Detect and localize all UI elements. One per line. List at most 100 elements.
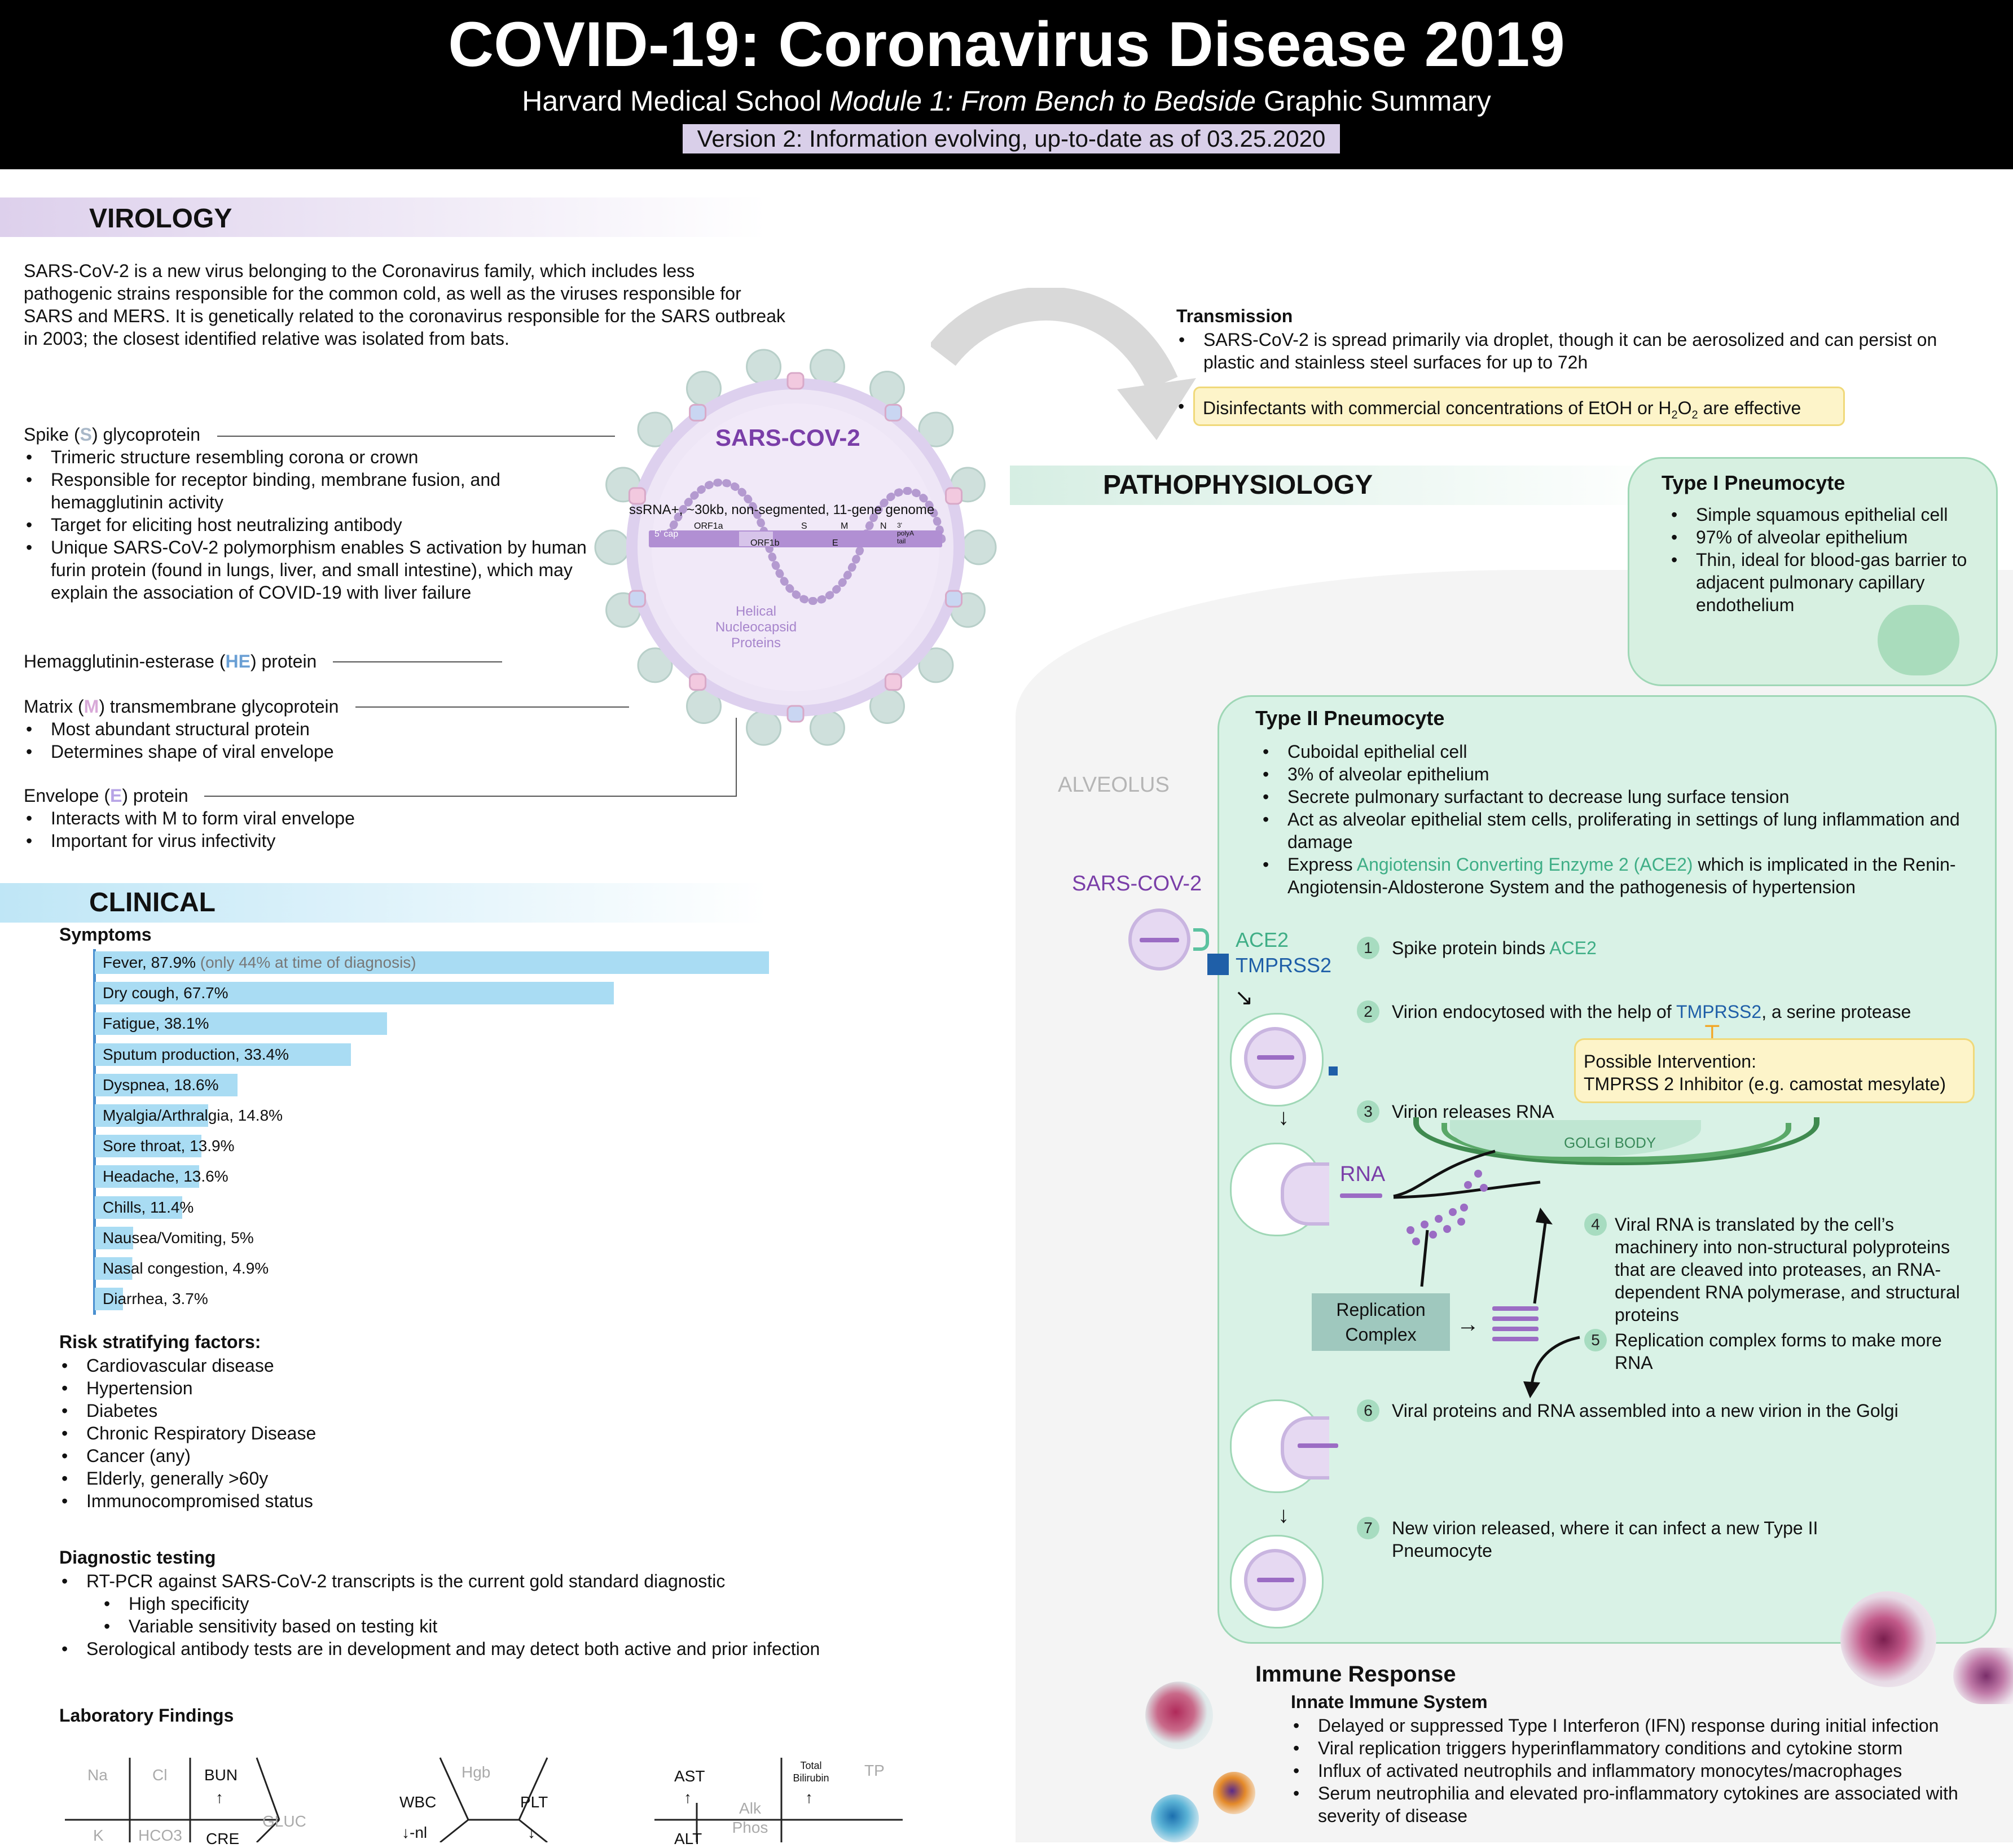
step-text-5: Replication complex forms to make more R… bbox=[1615, 1330, 1942, 1373]
replication-arrow bbox=[1523, 1336, 1580, 1398]
diagnostic-text: RT-PCR against SARS-CoV-2 transcripts is… bbox=[86, 1571, 726, 1591]
endocytosed-virion-rna bbox=[1257, 1055, 1294, 1060]
lab-bun-arrow: ↑ bbox=[216, 1789, 223, 1806]
immune-bullet-text: Delayed or suppressed Type I Interferon … bbox=[1318, 1715, 1939, 1736]
spike-bullet-text: Unique SARS-CoV-2 polymorphism enables S… bbox=[51, 537, 587, 603]
symptom-bar-note: (only 44% at time of diagnosis) bbox=[195, 954, 416, 971]
spike-protein bbox=[637, 411, 673, 447]
translation-arrows bbox=[1393, 1149, 1541, 1287]
diagnostic-list-2: Serological antibody tests are in develo… bbox=[59, 1638, 933, 1660]
lab-wbc: WBC bbox=[399, 1793, 437, 1811]
symptom-bar-label: Chills, 11.4% bbox=[103, 1198, 194, 1216]
ace2-label: ACE2 bbox=[1236, 928, 1289, 951]
intervention-text: TMPRSS 2 Inhibitor (e.g. camostat mesyla… bbox=[1584, 1074, 1946, 1094]
he-letter: HE bbox=[225, 651, 250, 671]
symptom-bar: Diarrhea, 3.7% bbox=[95, 1288, 208, 1311]
subtitle-part2: Graphic Summary bbox=[1255, 85, 1491, 117]
symptom-bar-label: Fatigue, 38.1% bbox=[103, 1015, 209, 1033]
type1-bullet: 97% of alveolar epithelium bbox=[1671, 526, 2012, 548]
symptom-bar: Headache, 13.6% bbox=[95, 1165, 228, 1188]
spike-protein bbox=[637, 647, 673, 683]
symptom-bar-label: Dyspnea, 18.6% bbox=[103, 1076, 219, 1094]
symptom-bar: Sputum production, 33.4% bbox=[95, 1043, 351, 1066]
matrix-bullet-text: Determines shape of viral envelope bbox=[51, 741, 334, 762]
he-protein bbox=[689, 403, 707, 422]
type1-nucleus bbox=[1878, 605, 1959, 675]
spike-label-post: ) glycoprotein bbox=[91, 424, 201, 445]
symptom-bar-label: Nasal congestion, 4.9% bbox=[103, 1259, 269, 1277]
type1-bullets: Simple squamous epithelial cell 97% of a… bbox=[1670, 503, 2012, 616]
assembling-virion bbox=[1281, 1416, 1329, 1480]
risk-factor: Cancer (any) bbox=[61, 1445, 594, 1467]
envelope-leader-vertical bbox=[736, 718, 737, 797]
immune-subtitle: Innate Immune System bbox=[1291, 1692, 1488, 1712]
step-badge-3: 3 bbox=[1357, 1100, 1379, 1123]
disinfectant-box: Disinfectants with commercial concentrat… bbox=[1193, 387, 1845, 426]
matrix-bullets: Most abundant structural protein Determi… bbox=[24, 718, 559, 763]
symptom-bar: Nausea/Vomiting, 5% bbox=[95, 1226, 254, 1249]
risk-title: Risk stratifying factors: bbox=[59, 1332, 261, 1352]
matrix-letter: M bbox=[83, 696, 99, 717]
transmission-bullet: SARS-CoV-2 is spread primarily via dropl… bbox=[1179, 328, 1982, 374]
transmission-bullets: SARS-CoV-2 is spread primarily via dropl… bbox=[1176, 328, 1982, 374]
step-badge-4: 4 bbox=[1584, 1213, 1607, 1236]
envelope-label-pre: Envelope ( bbox=[24, 785, 110, 806]
risk-factor-text: Hypertension bbox=[86, 1378, 193, 1398]
envelope-label: Envelope (E) protein bbox=[24, 784, 188, 807]
symptom-bar: Chills, 11.4% bbox=[95, 1196, 194, 1219]
virology-intro: SARS-CoV-2 is a new virus belonging to t… bbox=[24, 261, 786, 349]
genome-segment-orf1a: ORF1a bbox=[694, 521, 723, 531]
step-1-highlight: ACE2 bbox=[1549, 938, 1597, 958]
lab-wbc-value: ↓-nl bbox=[402, 1824, 428, 1841]
type2-ace-highlight: Angiotensin Converting Enzyme 2 (ACE2) bbox=[1356, 854, 1693, 875]
matrix-protein bbox=[884, 673, 902, 691]
step-2-pre: Virion endocytosed with the help of bbox=[1392, 1002, 1677, 1022]
step-2-highlight: TMPRSS2 bbox=[1676, 1002, 1762, 1022]
clinical-title: CLINICAL bbox=[89, 888, 216, 918]
page-title: COVID-19: Coronavirus Disease 2019 bbox=[448, 9, 1565, 80]
lab-tp: TP bbox=[864, 1762, 885, 1779]
lab-bun: BUN bbox=[204, 1766, 238, 1784]
spike-protein bbox=[918, 411, 954, 447]
envelope-letter: E bbox=[109, 785, 122, 806]
spike-bullet: Responsible for receptor binding, membra… bbox=[26, 468, 587, 513]
rna-copy bbox=[1492, 1327, 1539, 1331]
symptom-bar: Dry cough, 67.7% bbox=[95, 982, 614, 1005]
risk-factor-text: Diabetes bbox=[86, 1401, 158, 1421]
genome-segment-e: E bbox=[832, 538, 838, 548]
spike-protein bbox=[594, 529, 630, 565]
symptoms-axis bbox=[93, 949, 96, 1315]
spike-bullet: Trimeric structure resembling corona or … bbox=[26, 446, 587, 468]
sars-cov-2-virus-illustration bbox=[594, 349, 997, 746]
spike-leader-line bbox=[217, 436, 615, 437]
immune-bullet: Viral replication triggers hyperinflamma… bbox=[1293, 1737, 2012, 1759]
spike-bullet: Target for eliciting host neutralizing a… bbox=[26, 513, 587, 536]
lab-total-bilirubin: Total Bilirubin bbox=[793, 1760, 829, 1784]
genome-segment-m: M bbox=[841, 521, 849, 531]
genome-label: ssRNA+, ~30kb, non-segmented, 11-gene ge… bbox=[629, 502, 935, 517]
replication-complex-box: Replication Complex bbox=[1312, 1293, 1450, 1351]
immune-cells-illustration bbox=[1213, 1772, 1255, 1814]
genome-segment-s: S bbox=[801, 521, 807, 531]
step-text-1: Spike protein binds ACE2 bbox=[1392, 937, 1597, 959]
rna-copy bbox=[1492, 1337, 1539, 1341]
disinfectant-text-post: are effective bbox=[1698, 398, 1801, 418]
intervention-title: Possible Intervention: bbox=[1584, 1051, 1756, 1072]
diagnostic-list: RT-PCR against SARS-CoV-2 transcripts is… bbox=[59, 1570, 933, 1592]
symptom-bar-label: Diarrhea, 3.7% bbox=[103, 1290, 208, 1308]
type2-title: Type II Pneumocyte bbox=[1255, 706, 1445, 730]
type1-bullet-text: Thin, ideal for blood-gas barrier to adj… bbox=[1696, 550, 1967, 615]
immune-cells-illustration bbox=[1151, 1794, 1199, 1842]
lab-plt-arrow: ↓ bbox=[528, 1824, 535, 1841]
spike-bullet-text: Target for eliciting host neutralizing a… bbox=[51, 515, 402, 535]
spike-letter: S bbox=[80, 424, 92, 445]
type1-title: Type I Pneumocyte bbox=[1662, 471, 1845, 494]
envelope-leader-line bbox=[204, 796, 736, 797]
type2-bullet: Express Angiotensin Converting Enzyme 2 … bbox=[1263, 853, 1981, 898]
risk-factor-text: Elderly, generally >60y bbox=[86, 1468, 269, 1489]
spike-label: Spike (S) glycoprotein bbox=[24, 423, 200, 446]
spike-proteins bbox=[594, 349, 997, 746]
spike-label-pre: Spike ( bbox=[24, 424, 80, 445]
genome-segment-orf1b: ORF1b bbox=[750, 538, 780, 548]
virology-section-bar bbox=[0, 197, 767, 237]
